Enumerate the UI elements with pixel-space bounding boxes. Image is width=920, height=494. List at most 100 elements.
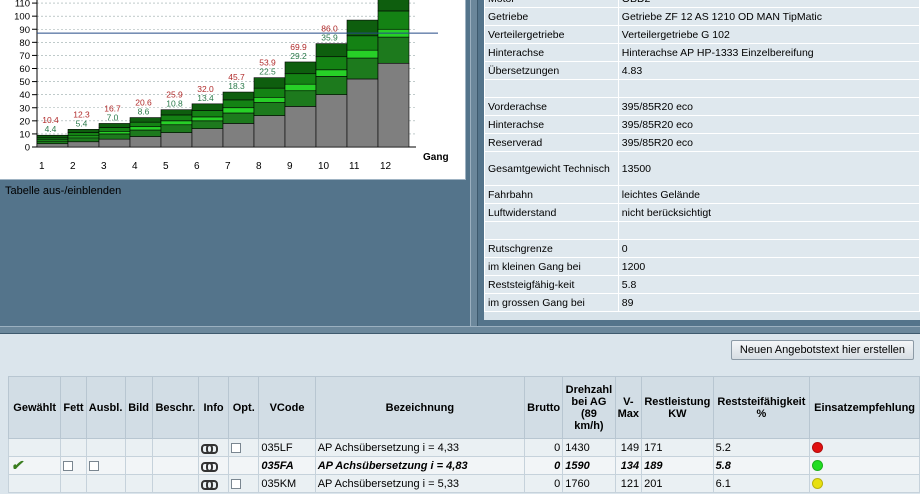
selected-cell[interactable]: ✔ [7,456,62,475]
horizontal-splitter[interactable] [0,326,920,334]
link-icon[interactable] [200,443,218,454]
info-cell[interactable] [197,456,230,475]
property-row: Fahrbahn leichtes Gelände [484,185,920,204]
bar-segment [284,61,317,75]
column-header[interactable]: Ausbl. [85,376,126,439]
bar-segment [67,129,100,133]
bar-segment [160,109,193,116]
property-row: Hinterachse Hinterachse AP HP-1333 Einzel… [484,43,920,62]
property-value: 5.8 [617,275,920,294]
bold-cell[interactable] [60,456,87,475]
link-icon[interactable] [200,461,218,472]
option-cell[interactable] [228,456,260,475]
property-value: 395/85R20 eco [617,115,920,134]
table-row[interactable]: 035KM AP Achsübersetzung i = 5,33 0 1760 121… [7,474,920,493]
data-label-bottom: 5.4 [76,118,88,128]
column-header[interactable]: VCode [258,376,316,439]
bar-segment [377,36,410,64]
gradeability-cell: 5.8 [712,456,811,475]
selected-cell[interactable] [7,474,62,493]
bar-segment [315,94,348,148]
property-value: 395/85R20 eco [617,97,920,116]
option-checkbox[interactable] [231,478,242,489]
hide-cell[interactable] [85,456,126,475]
x-tick-label: 11 [349,161,360,172]
column-header[interactable]: Restleistung KW [641,376,714,439]
data-label-top: 86.0 [321,24,338,34]
bold-cell[interactable] [60,474,87,493]
image-cell [124,438,153,457]
property-label: Motor [484,0,619,8]
x-tick-label: 5 [163,161,169,172]
hide-checkbox[interactable] [88,460,99,471]
column-header[interactable]: V-Max [614,376,643,439]
y-tick-label: 30 [19,103,30,114]
new-offer-text-button[interactable]: Neuen Angebotstext hier erstellen [730,340,914,360]
link-icon[interactable] [200,479,218,490]
column-header[interactable]: Bezeichnung [314,376,526,439]
bar-segment [129,121,162,128]
option-checkbox[interactable] [231,442,242,453]
column-header[interactable]: Einsatzempfehlung [809,376,920,439]
column-header[interactable]: Info [197,376,230,439]
bar-segment [67,132,100,137]
column-header[interactable]: Fett [60,376,87,439]
bar-segment [315,76,348,95]
bar-segment [315,69,348,77]
toggle-table-link[interactable]: Tabelle aus-/einblenden [5,185,122,197]
data-label-bottom: 10.8 [166,99,183,109]
rpm-cell: 1760 [562,474,616,493]
bar-segment [253,96,286,103]
bold-checkbox[interactable] [63,460,74,471]
y-tick-label: 20 [19,116,30,127]
bar-segment [346,78,379,148]
column-header[interactable]: Reststeifähigkeit % [712,376,811,439]
vertical-splitter[interactable] [470,0,478,326]
selected-cell[interactable] [7,438,62,457]
property-value: Hinterachse AP HP-1333 Einzelbereifung [617,43,920,62]
bar-segment [315,56,348,71]
vmax-cell: 121 [614,474,643,493]
bar-segment [284,90,317,107]
designation-cell: AP Achsübersetzung i = 5,33 [314,474,526,493]
column-header[interactable]: Opt. [228,376,260,439]
table-row[interactable]: 035LF AP Achsübersetzung i = 4,33 0 1430 149… [7,438,920,457]
property-value: Verteilergetriebe G 102 [617,25,920,44]
table-row[interactable]: ✔ 035FA AP Achsübersetzung i = 4,83 0 1590 13… [7,456,920,475]
data-label-top: 16.7 [104,103,121,113]
bar-segment [191,110,224,118]
bold-cell[interactable] [60,438,87,457]
vmax-cell: 134 [614,456,643,475]
column-header[interactable]: Beschr. [151,376,199,439]
bar-segment [253,77,286,89]
option-cell[interactable] [228,438,260,457]
data-label-bottom: 22.5 [259,67,276,77]
bar-segment [222,112,255,124]
bar-segment [129,136,162,148]
x-tick-label: 7 [225,161,231,172]
x-axis-title: Gang [423,152,449,163]
property-value: 1200 [617,257,920,276]
info-cell[interactable] [197,438,230,457]
column-header[interactable]: Drehzahl bei AG (89 km/h) [562,376,616,439]
property-value: OBD2 [617,0,920,8]
column-header[interactable]: Bild [124,376,153,439]
vehicle-properties-table: MotorOBD2GetriebeGetriebe ZF 12 AS 1210 … [484,0,920,320]
data-label-bottom: 18.3 [228,81,245,91]
hide-cell[interactable] [85,474,126,493]
y-tick-label: 80 [19,38,30,49]
property-label: Reserverad [484,133,619,152]
bar-segment [191,103,224,111]
property-row: im kleinen Gang bei 1200 [484,257,920,276]
vcode-cell: 035KM [258,474,316,493]
status-dot-icon [812,460,824,472]
bar-segment [36,140,69,145]
bar-segment [160,124,193,133]
property-label [484,79,619,98]
info-cell[interactable] [197,474,230,493]
option-cell[interactable] [228,474,260,493]
hide-cell[interactable] [85,438,126,457]
y-tick-label: 0 [25,143,30,154]
column-header[interactable]: Brutto [524,376,564,439]
column-header[interactable]: Gewählt [7,376,62,439]
